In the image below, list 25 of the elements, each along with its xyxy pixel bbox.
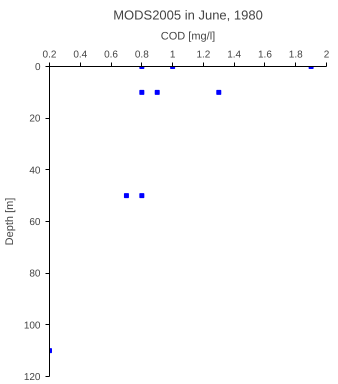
point <box>139 90 144 95</box>
x-axis-title: COD [mg/l] <box>160 30 216 42</box>
y-tick-label: 40 <box>29 165 41 176</box>
point <box>154 90 160 95</box>
point <box>216 90 222 95</box>
x-tick-label: 0.6 <box>104 50 118 60</box>
y-tick-label: 100 <box>24 320 41 332</box>
x-tick-label: 2 <box>324 50 330 60</box>
y-tick-label: 60 <box>29 217 41 228</box>
x-tick-label: 0.2 <box>42 50 57 60</box>
x-tick-label: 1.8 <box>288 50 304 60</box>
y-tick-label: 0 <box>34 62 41 73</box>
point <box>139 193 144 198</box>
x-tick-label: 0.4 <box>73 50 88 60</box>
x-tick-label: 1.6 <box>258 50 272 60</box>
point <box>124 193 129 198</box>
y-tick-label: 120 <box>24 372 41 383</box>
x-tick-label: 1.2 <box>196 50 211 60</box>
x-tick-label: 1 <box>170 50 176 60</box>
y-tick-label: 20 <box>29 114 41 125</box>
chart-title: MODS2005 in June, 1980 <box>113 8 263 22</box>
y-tick-label: 80 <box>29 268 41 280</box>
x-tick-label: 0.8 <box>134 50 150 60</box>
x-tick-label: 1.4 <box>227 50 242 60</box>
y-axis-title: Depth [m] <box>4 198 16 246</box>
